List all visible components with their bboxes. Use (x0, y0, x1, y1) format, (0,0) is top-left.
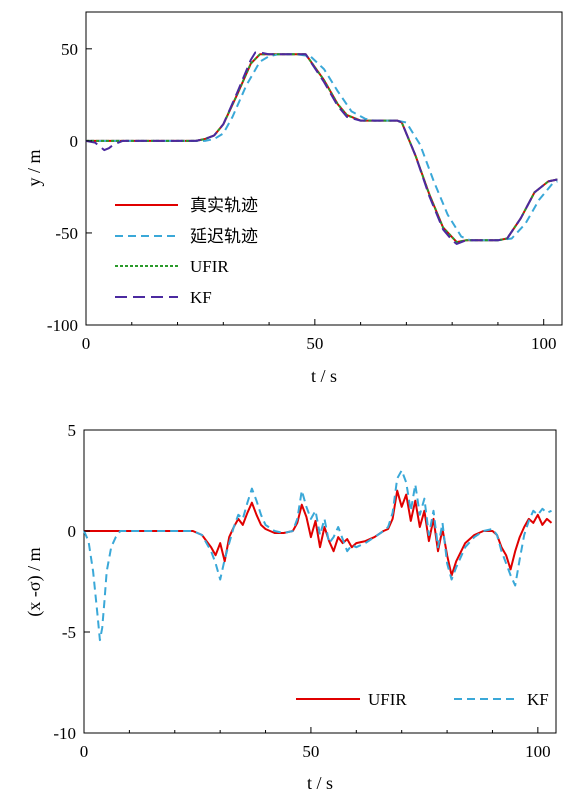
series-layer (83, 469, 553, 642)
series-line-UFIR (86, 53, 558, 244)
y-tick-label: 0 (68, 522, 77, 541)
series-line-KF (83, 469, 552, 642)
legend: 真实轨迹 延迟轨迹 UFIR KF (115, 196, 258, 307)
y-tick-label: -10 (53, 724, 76, 743)
y-axis-title: y / m (24, 149, 44, 186)
legend-label-kf: KF (190, 288, 212, 307)
legend-label-ufir: UFIR (190, 257, 229, 276)
y-tick-label: -50 (55, 224, 78, 243)
x-tick-label: 0 (82, 334, 91, 353)
x-tick-label: 100 (525, 742, 551, 761)
series-line-真实轨迹 (86, 53, 558, 244)
plot-frame (85, 11, 563, 326)
y-tick-label: 50 (61, 40, 78, 59)
y-tick-label: -5 (62, 623, 76, 642)
series-line-KF (85, 51, 558, 245)
x-axis-title: t / s (307, 773, 333, 793)
series-line-延迟轨迹 (86, 53, 558, 242)
x-tick-label: 50 (306, 334, 323, 353)
y-axis-title: (x -σ) / m (24, 547, 45, 616)
x-axis-title: t / s (311, 366, 337, 386)
y-tick-label: -100 (47, 316, 78, 335)
x-tick-label: 100 (531, 334, 557, 353)
series-line-UFIR (84, 489, 553, 577)
x-tick-label: 0 (80, 742, 89, 761)
y-tick-label: 5 (68, 421, 77, 440)
legend-label-truth: 真实轨迹 (190, 196, 258, 216)
trajectory-chart: 0 50 100 50 0 -50 -100 t / s y / m 真实轨迹 延迟轨迹 U… (24, 11, 563, 386)
x-tick-label: 50 (302, 742, 319, 761)
legend-label-kf: KF (527, 690, 549, 709)
series-layer (85, 51, 558, 245)
tick-layer: 0 50 100 50 0 -50 -100 (47, 40, 557, 353)
y-tick-label: 0 (70, 132, 79, 151)
legend-label-delayed: 延迟轨迹 (190, 227, 258, 247)
legend-label-ufir: UFIR (368, 690, 407, 709)
plot-frame (83, 429, 557, 734)
legend: UFIR KF (296, 690, 549, 709)
